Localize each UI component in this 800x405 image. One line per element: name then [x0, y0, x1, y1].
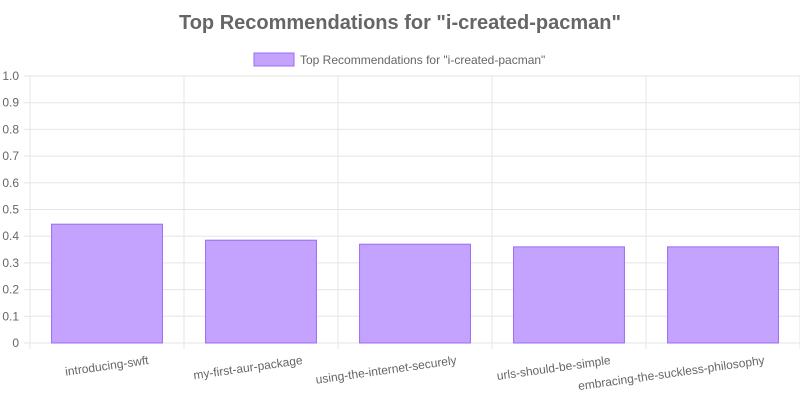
y-tick-label: 0.2: [2, 283, 19, 297]
y-tick-label: 0.9: [2, 96, 19, 110]
legend-label[interactable]: Top Recommendations for "i-created-pacma…: [300, 53, 545, 67]
x-tick-label: introducing-swft: [64, 353, 150, 379]
legend[interactable]: Top Recommendations for "i-created-pacma…: [253, 52, 545, 67]
y-tick-label: 0.7: [2, 149, 19, 163]
chart-title: Top Recommendations for "i-created-pacma…: [179, 12, 621, 34]
bars: [51, 223, 779, 344]
y-tick-label: 0.3: [2, 256, 19, 270]
y-tick-label: 0.6: [2, 176, 19, 190]
y-tick-label: 0.8: [2, 122, 19, 136]
x-tick-label: my-first-aur-package: [193, 353, 304, 382]
y-tick-label: 1.0: [2, 69, 19, 83]
bar: [359, 243, 471, 344]
bar: [513, 246, 625, 344]
x-axis: introducing-swft my-first-aur-package usin…: [64, 353, 765, 393]
legend-swatch[interactable]: [253, 52, 295, 67]
y-tick-label: 0.5: [2, 203, 19, 217]
y-tick-label: 0.1: [2, 309, 19, 323]
y-tick-label: 0: [12, 336, 19, 350]
bar: [667, 246, 779, 344]
y-tick-label: 0.4: [2, 229, 19, 243]
y-axis: 0 0.1 0.2 0.3 0.4 0.5 0.6 0.7 0.8 0.9 1.0: [2, 69, 19, 350]
x-tick-label: using-the-internet-securely: [315, 353, 458, 387]
bar: [51, 223, 163, 344]
bar: [205, 239, 317, 344]
